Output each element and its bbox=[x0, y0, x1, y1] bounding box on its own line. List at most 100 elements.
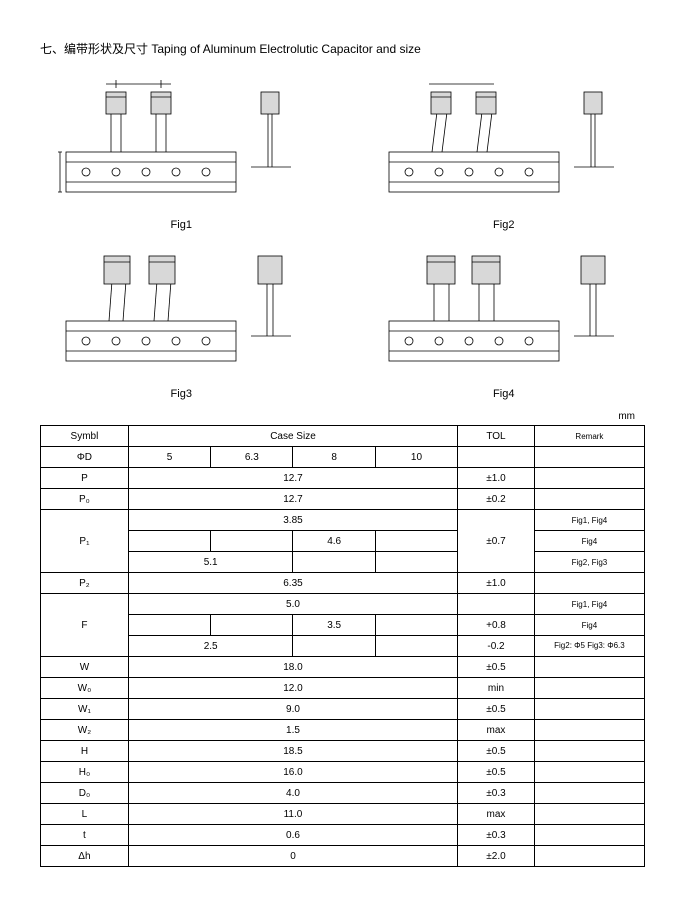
P-sym: P bbox=[41, 468, 129, 489]
F-rem-a: Fig1, Fig4 bbox=[534, 594, 644, 615]
H0-sym: H₀ bbox=[41, 762, 129, 783]
D0-sym: D₀ bbox=[41, 783, 129, 804]
P1-sym: P₁ bbox=[41, 510, 129, 573]
W1-sym: W₁ bbox=[41, 699, 129, 720]
fig2-label: Fig2 bbox=[363, 219, 646, 231]
row-H: H 18.5 ±0.5 bbox=[41, 741, 645, 762]
P1-tol: ±0.7 bbox=[458, 510, 535, 573]
fig1-label: Fig1 bbox=[40, 219, 323, 231]
P0-sym: P₀ bbox=[41, 489, 129, 510]
section-title: 七、编带形状及尺寸 Taping of Aluminum Electroluti… bbox=[40, 40, 645, 57]
row-P0: P₀ 12.7 ±0.2 bbox=[41, 489, 645, 510]
unit-label: mm bbox=[618, 411, 635, 422]
P0-tol: ±0.2 bbox=[458, 489, 535, 510]
figure-1: Fig1 bbox=[40, 72, 323, 231]
dh-val: 0 bbox=[128, 846, 457, 867]
t-sym: t bbox=[41, 825, 129, 846]
F-rem-c: Fig2: Φ5 Fig3: Φ6.3 bbox=[534, 636, 644, 657]
F-val-b: 3.5 bbox=[293, 615, 375, 636]
W-rem bbox=[534, 657, 644, 678]
row-P: P 12.7 ±1.0 bbox=[41, 468, 645, 489]
figure-2: Fig2 bbox=[363, 72, 646, 231]
P1-rem-b: Fig4 bbox=[534, 531, 644, 552]
P0-rem bbox=[534, 489, 644, 510]
W0-sym: W₀ bbox=[41, 678, 129, 699]
W2-val: 1.5 bbox=[128, 720, 457, 741]
P2-rem bbox=[534, 573, 644, 594]
figure-3: Fig3 bbox=[40, 241, 323, 400]
case-6-3: 6.3 bbox=[211, 447, 293, 468]
W-tol: ±0.5 bbox=[458, 657, 535, 678]
fig4-label: Fig4 bbox=[363, 388, 646, 400]
H-tol: ±0.5 bbox=[458, 741, 535, 762]
D0-rem bbox=[534, 783, 644, 804]
fig3-label: Fig3 bbox=[40, 388, 323, 400]
W-val: 18.0 bbox=[128, 657, 457, 678]
L-val: 11.0 bbox=[128, 804, 457, 825]
phiD-rem bbox=[534, 447, 644, 468]
header-tol: TOL bbox=[458, 426, 535, 447]
row-P2: P₂ 6.35 ±1.0 bbox=[41, 573, 645, 594]
row-L: L 11.0 max bbox=[41, 804, 645, 825]
fig2-drawing bbox=[379, 72, 629, 212]
P2-sym: P₂ bbox=[41, 573, 129, 594]
P0-val: 12.7 bbox=[128, 489, 457, 510]
F-sym: F bbox=[41, 594, 129, 657]
W2-sym: W₂ bbox=[41, 720, 129, 741]
row-dh: Δh 0 ±2.0 bbox=[41, 846, 645, 867]
H0-val: 16.0 bbox=[128, 762, 457, 783]
row-W0: W₀ 12.0 min bbox=[41, 678, 645, 699]
P-tol: ±1.0 bbox=[458, 468, 535, 489]
F-rem-b: Fig4 bbox=[534, 615, 644, 636]
H0-tol: ±0.5 bbox=[458, 762, 535, 783]
F-tol-top: +0.8 bbox=[458, 615, 535, 636]
row-H0: H₀ 16.0 ±0.5 bbox=[41, 762, 645, 783]
P2-val: 6.35 bbox=[128, 573, 457, 594]
D0-val: 4.0 bbox=[128, 783, 457, 804]
P1-val-c: 5.1 bbox=[128, 552, 293, 573]
dh-tol: ±2.0 bbox=[458, 846, 535, 867]
L-rem bbox=[534, 804, 644, 825]
case-10: 10 bbox=[375, 447, 457, 468]
W1-val: 9.0 bbox=[128, 699, 457, 720]
P1-rem-a: Fig1, Fig4 bbox=[534, 510, 644, 531]
P1-val-a: 3.85 bbox=[128, 510, 457, 531]
L-tol: max bbox=[458, 804, 535, 825]
W0-rem bbox=[534, 678, 644, 699]
case-8: 8 bbox=[293, 447, 375, 468]
W2-rem bbox=[534, 720, 644, 741]
figure-4: Fig4 bbox=[363, 241, 646, 400]
H0-rem bbox=[534, 762, 644, 783]
row-W1: W₁ 9.0 ±0.5 bbox=[41, 699, 645, 720]
header-case-size: Case Size bbox=[128, 426, 457, 447]
t-val: 0.6 bbox=[128, 825, 457, 846]
fig4-drawing bbox=[379, 241, 629, 381]
W2-tol: max bbox=[458, 720, 535, 741]
case-5: 5 bbox=[128, 447, 210, 468]
H-val: 18.5 bbox=[128, 741, 457, 762]
figure-grid: Fig1 Fig2 bbox=[40, 72, 645, 400]
dimension-table-wrap: mm Symbl Case Size TOL Remark ΦD 5 6.3 8… bbox=[40, 425, 645, 867]
W1-tol: ±0.5 bbox=[458, 699, 535, 720]
W1-rem bbox=[534, 699, 644, 720]
H-sym: H bbox=[41, 741, 129, 762]
W0-val: 12.0 bbox=[128, 678, 457, 699]
H-rem bbox=[534, 741, 644, 762]
row-F-c: 2.5 -0.2 Fig2: Φ5 Fig3: Φ6.3 bbox=[41, 636, 645, 657]
row-F-a: F 5.0 Fig1, Fig4 bbox=[41, 594, 645, 615]
phiD-tol bbox=[458, 447, 535, 468]
row-P1-b: 4.6 Fig4 bbox=[41, 531, 645, 552]
P-val: 12.7 bbox=[128, 468, 457, 489]
F-val-c: 2.5 bbox=[128, 636, 293, 657]
header-row: Symbl Case Size TOL Remark bbox=[41, 426, 645, 447]
header-symbol: Symbl bbox=[41, 426, 129, 447]
dh-rem bbox=[534, 846, 644, 867]
dimension-table: Symbl Case Size TOL Remark ΦD 5 6.3 8 10… bbox=[40, 425, 645, 867]
L-sym: L bbox=[41, 804, 129, 825]
F-tol-bot: -0.2 bbox=[458, 636, 535, 657]
W0-tol: min bbox=[458, 678, 535, 699]
F-val-a: 5.0 bbox=[128, 594, 457, 615]
header-remark: Remark bbox=[534, 426, 644, 447]
t-rem bbox=[534, 825, 644, 846]
phiD-sym: ΦD bbox=[41, 447, 129, 468]
